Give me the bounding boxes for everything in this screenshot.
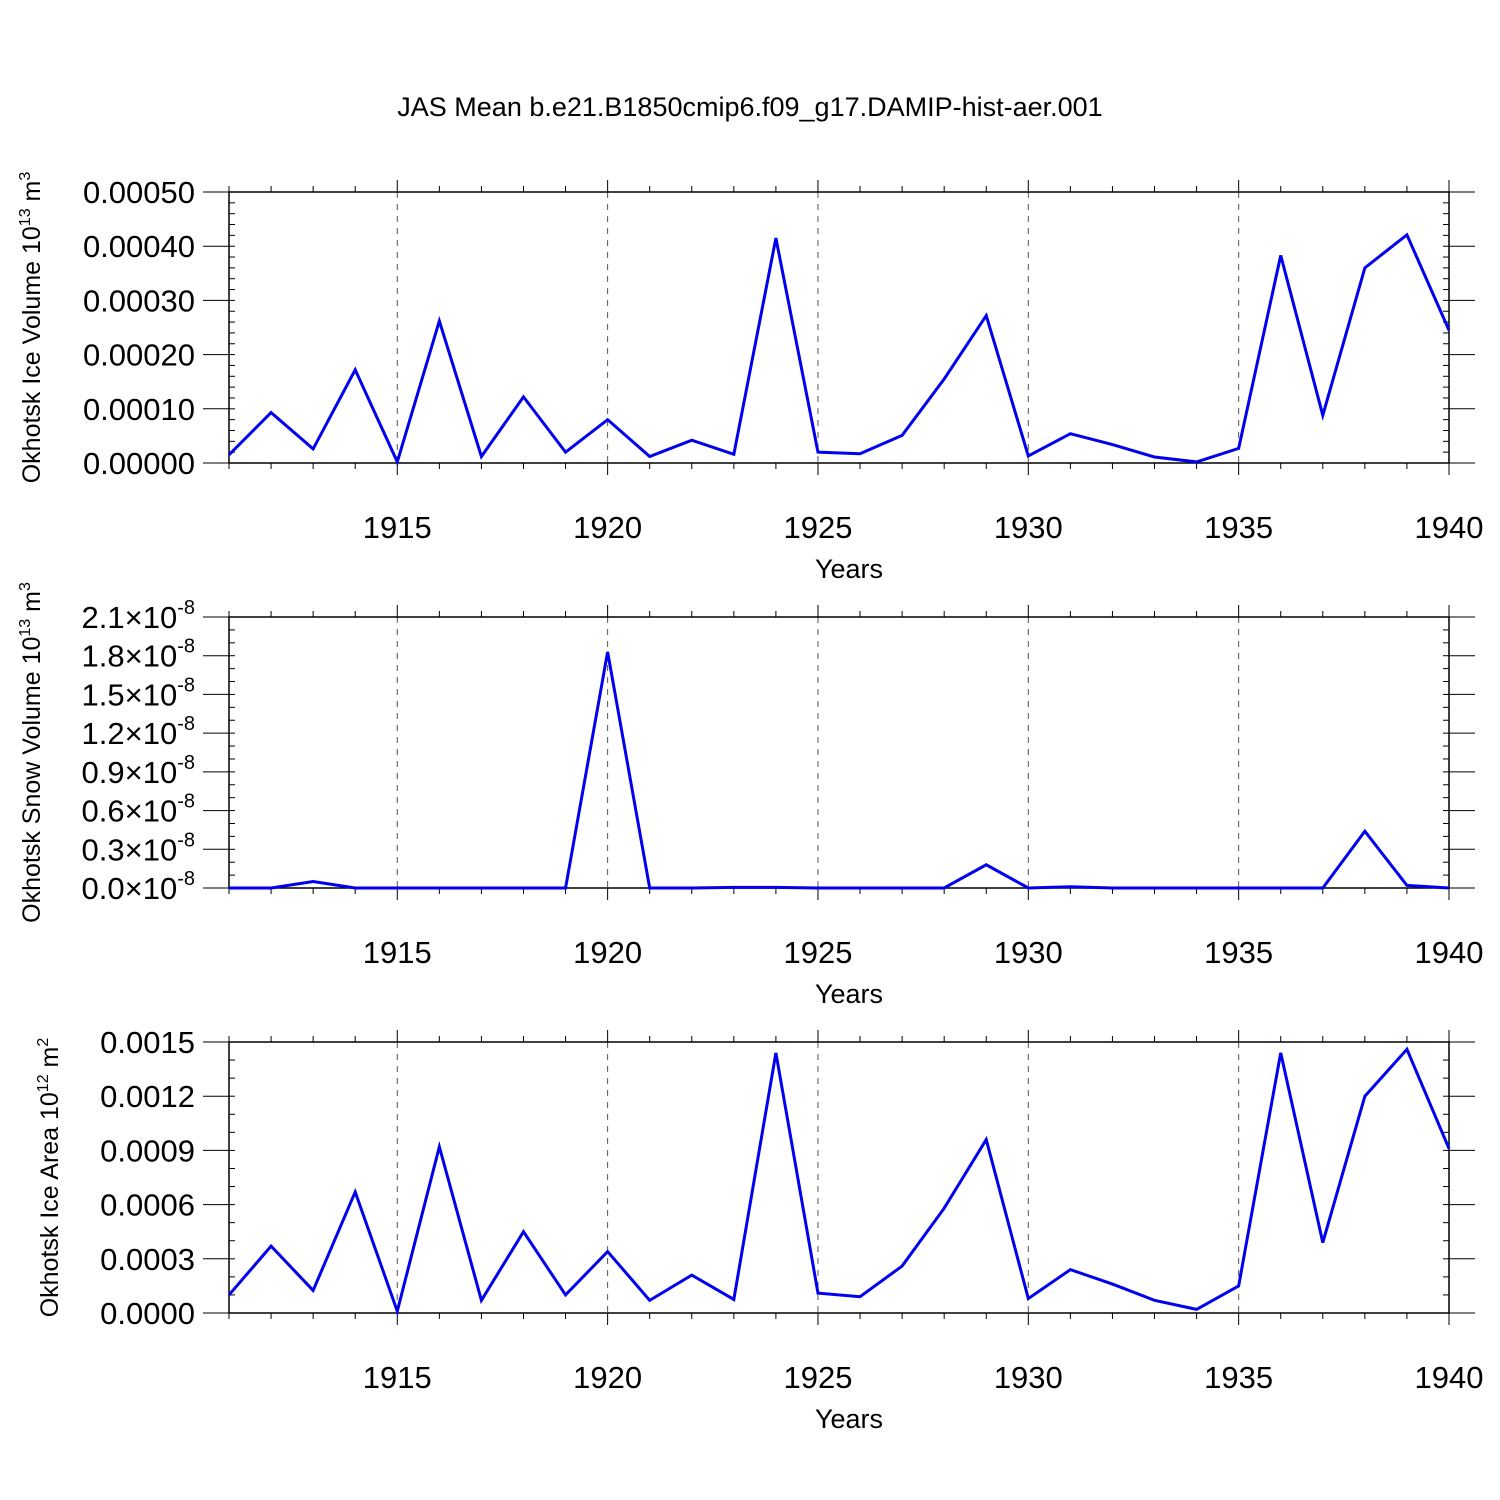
series-line [227,1046,1451,1317]
plot-frame [228,1041,1450,1314]
x-tick-label: 1930 [994,1360,1063,1395]
y-axis-title: Okhotsk Ice Volume 1013 m3 [17,172,46,484]
series-line [227,232,1451,467]
x-tick-label: 1930 [994,935,1063,970]
y-tick-label: 0.0009 [100,1133,195,1168]
x-tick-label: 1915 [363,935,432,970]
x-tick-label: 1915 [363,1360,432,1395]
y-tick-label: 1.8×10-8 [82,636,196,674]
plot-frame [228,616,1450,889]
y-tick-label: 0.00000 [83,446,195,481]
x-tick-label: 1925 [783,935,852,970]
y-tick-label: 0.0015 [100,1025,195,1060]
y-axis-title: Okhotsk Ice Area 1012 m2 [35,1038,64,1318]
x-tick-label: 1935 [1204,1360,1273,1395]
y-tick-label: 0.0006 [100,1188,195,1223]
x-tick-label: 1920 [573,935,642,970]
y-tick-label: 0.6×10-8 [82,791,196,829]
y-tick-label: 0.3×10-8 [82,829,196,867]
x-tick-label: 1935 [1204,510,1273,545]
y-tick-label: 0.00010 [83,392,195,427]
y-tick-label: 0.00020 [83,338,195,373]
y-tick-label: 0.0×10-8 [82,868,196,906]
y-tick-label: 0.00050 [83,175,195,210]
x-tick-label: 1940 [1415,510,1484,545]
x-tick-label: 1925 [783,510,852,545]
y-tick-label: 0.0003 [100,1242,195,1277]
x-tick-label: 1915 [363,510,432,545]
chart-panel-1: 0.00000 0.00010 0.00020 0.00030 0.00040 0.000… [17,172,1483,584]
figure-title: JAS Mean b.e21.B1850cmip6.f09_g17.DAMIP-… [397,92,1102,122]
y-tick-label: 0.00030 [83,283,195,318]
y-tick-label: 1.5×10-8 [82,674,196,712]
x-tick-label: 1935 [1204,935,1273,970]
y-tick-label: 0.9×10-8 [82,752,196,790]
y-tick-label: 1.2×10-8 [82,713,196,751]
y-tick-label: 2.1×10-8 [82,597,196,635]
chart-panel-3: 0.0000 0.0003 0.0006 0.0009 0.0012 0.0015 1915… [35,1025,1483,1434]
x-tick-label: 1920 [573,1360,642,1395]
x-tick-label: 1930 [994,510,1063,545]
chart-panel-2: 0.0×10-80.3×10-80.6×10-80.9×10-81.2×10-8… [17,582,1483,1009]
x-axis-title: Years [815,554,883,584]
x-axis-title: Years [815,1404,883,1434]
y-axis-title: Okhotsk Snow Volume 1013 m3 [17,582,46,923]
x-tick-label: 1940 [1415,935,1484,970]
y-tick-label: 0.0012 [100,1079,195,1114]
x-axis-title: Years [815,979,883,1009]
x-tick-label: 1920 [573,510,642,545]
x-tick-label: 1940 [1415,1360,1484,1395]
series-line [229,651,1450,890]
x-tick-label: 1925 [783,1360,852,1395]
y-tick-label: 0.00040 [83,229,195,264]
y-tick-label: 0.0000 [100,1296,195,1331]
